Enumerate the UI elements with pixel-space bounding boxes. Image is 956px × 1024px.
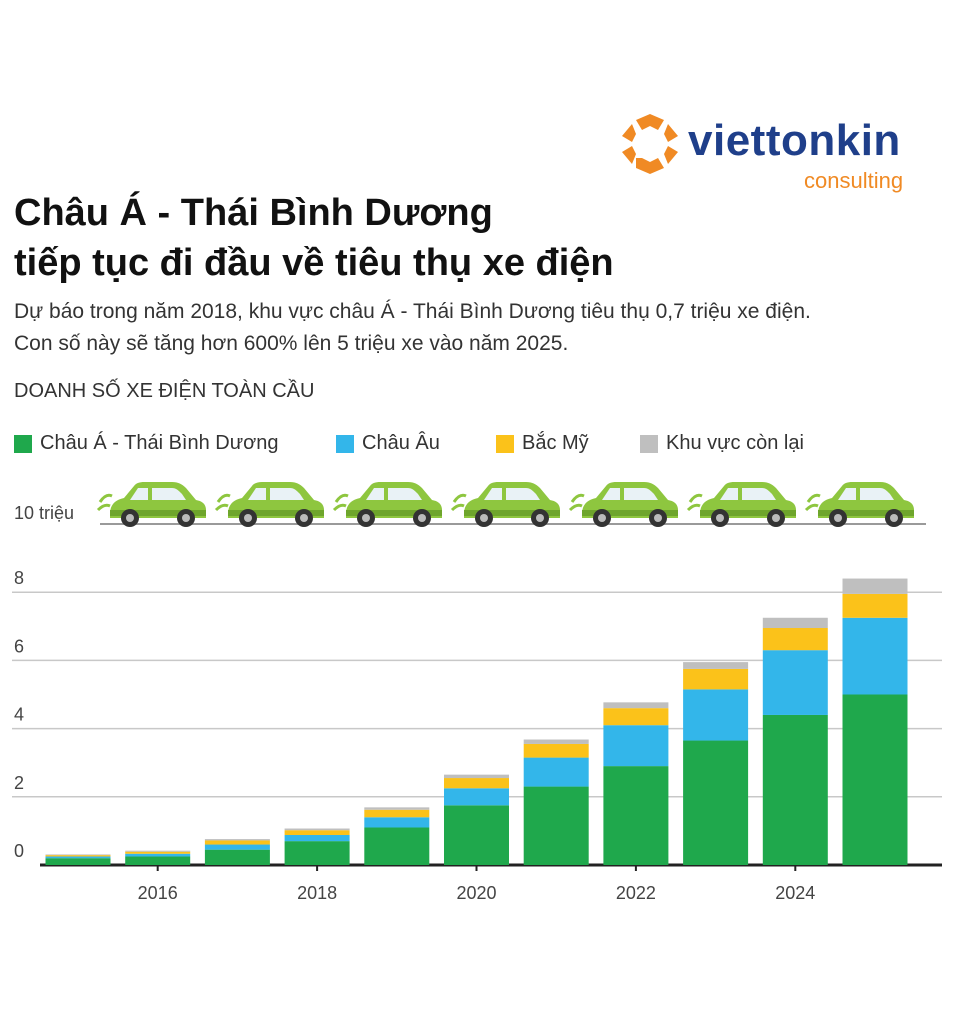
bar-segment-0-2016 [125,856,191,865]
legend-label: Bắc Mỹ [522,432,589,454]
y-tick-label: 8 [14,568,24,588]
legend-swatch [14,434,32,453]
legend-swatch [640,434,658,453]
bar-segment-0-2020 [444,805,509,865]
car-icon [450,480,562,529]
car-icon [568,480,680,529]
bar-segment-2-2023 [683,668,749,690]
y-tick-label: 0 [14,841,24,861]
y-tick-label: 2 [14,773,24,793]
bar-segment-0-2024 [762,714,828,865]
bar-segment-0-2022 [603,766,669,865]
bar-segment-0-2017 [204,849,270,865]
bar-segment-1-2024 [762,650,828,715]
bar-segment-2-2020 [444,778,509,789]
bar-segment-2-2016 [125,851,191,854]
x-tick-label: 2022 [616,883,656,903]
bar-segment-1-2018 [284,834,350,842]
bar-segment-1-2017 [204,844,270,850]
legend-item-europe: Châu Âu [336,432,440,455]
x-tick-label: 2016 [138,883,178,903]
bar-segment-1-2020 [444,788,509,806]
subtitle-line-2: Con số này sẽ tăng hơn 600% lên 5 triệu … [14,332,569,355]
bar-segment-2-2021 [523,743,589,758]
title-line-2: tiếp tục đi đầu về tiêu thụ xe điện [14,242,614,284]
legend-item-north-america: Bắc Mỹ [496,432,589,455]
page-subtitle: Dự báo trong năm 2018, khu vực châu Á - … [14,296,949,360]
legend-item-asia-pacific: Châu Á - Thái Bình Dương [14,432,278,455]
legend-swatch [496,434,514,453]
car-icon [804,480,916,529]
bar-segment-2-2015 [45,855,111,857]
bar-segment-3-2018 [284,828,350,831]
y-tick-label: 4 [14,705,24,725]
bar-segment-3-2017 [204,839,270,841]
bar-segment-3-2025 [842,578,908,594]
car-icon [214,480,326,529]
brand-logo: viettonkin consulting [618,108,938,198]
car-icon [686,480,798,529]
bar-segment-1-2025 [842,617,908,695]
bar-segment-0-2021 [523,786,589,865]
bar-segment-2-2024 [762,628,828,651]
bar-segment-3-2021 [523,739,589,744]
bar-segment-3-2022 [603,702,669,709]
bar-segment-2-2018 [284,830,350,835]
chart-label: DOANH SỐ XE ĐIỆN TOÀN CẦU [14,380,315,402]
stacked-bar-chart: 0 2 4 6 8 10 triệu 2016 2018 2020 2022 2024 [12,480,942,903]
bar-segment-3-2019 [364,807,430,810]
bar-segment-3-2015 [45,854,111,856]
y-tick-label: 6 [14,636,24,656]
x-tick-label: 2018 [297,883,337,903]
bar-segment-1-2021 [523,757,589,787]
legend-item-rest-of-world: Khu vực còn lại [640,432,804,455]
legend-label: Châu Á - Thái Bình Dương [40,432,279,454]
bar-segment-0-2025 [842,694,908,865]
bar-segment-1-2023 [683,689,749,741]
page-title: Châu Á - Thái Bình Dương tiếp tục đi đầu… [14,188,614,288]
legend-label: Châu Âu [362,432,440,454]
bar-segment-0-2018 [284,841,350,865]
x-tick-label: 2024 [775,883,815,903]
legend-label: Khu vực còn lại [666,432,804,454]
bar-segment-2-2019 [364,809,430,818]
bar-segment-0-2019 [364,827,430,865]
bar-segment-1-2016 [125,853,191,857]
x-tick-label: 2020 [456,883,496,903]
bar-segment-0-2023 [683,740,749,865]
brand-subtitle: consulting [804,168,904,193]
bar-segment-1-2019 [364,817,430,828]
bar-segment-2-2017 [204,840,270,845]
bar-segment-2-2022 [603,708,669,726]
car-icon [96,480,208,529]
bar-segment-3-2024 [762,617,828,629]
y-tick-label: 10 triệu [14,503,74,523]
bar-segment-1-2015 [45,856,111,859]
bar-segment-0-2015 [45,858,111,865]
bar-segment-3-2023 [683,662,749,669]
bar-segment-3-2016 [125,850,191,852]
title-line-1: Châu Á - Thái Bình Dương [14,192,493,234]
bar-segment-2-2025 [842,593,908,618]
logo-mark-icon [622,114,678,174]
legend-swatch [336,434,354,453]
subtitle-line-1: Dự báo trong năm 2018, khu vực châu Á - … [14,300,811,323]
car-icon [332,480,444,529]
bar-segment-1-2022 [603,725,669,767]
bar-segment-3-2020 [444,774,509,779]
brand-name: viettonkin [688,116,901,165]
